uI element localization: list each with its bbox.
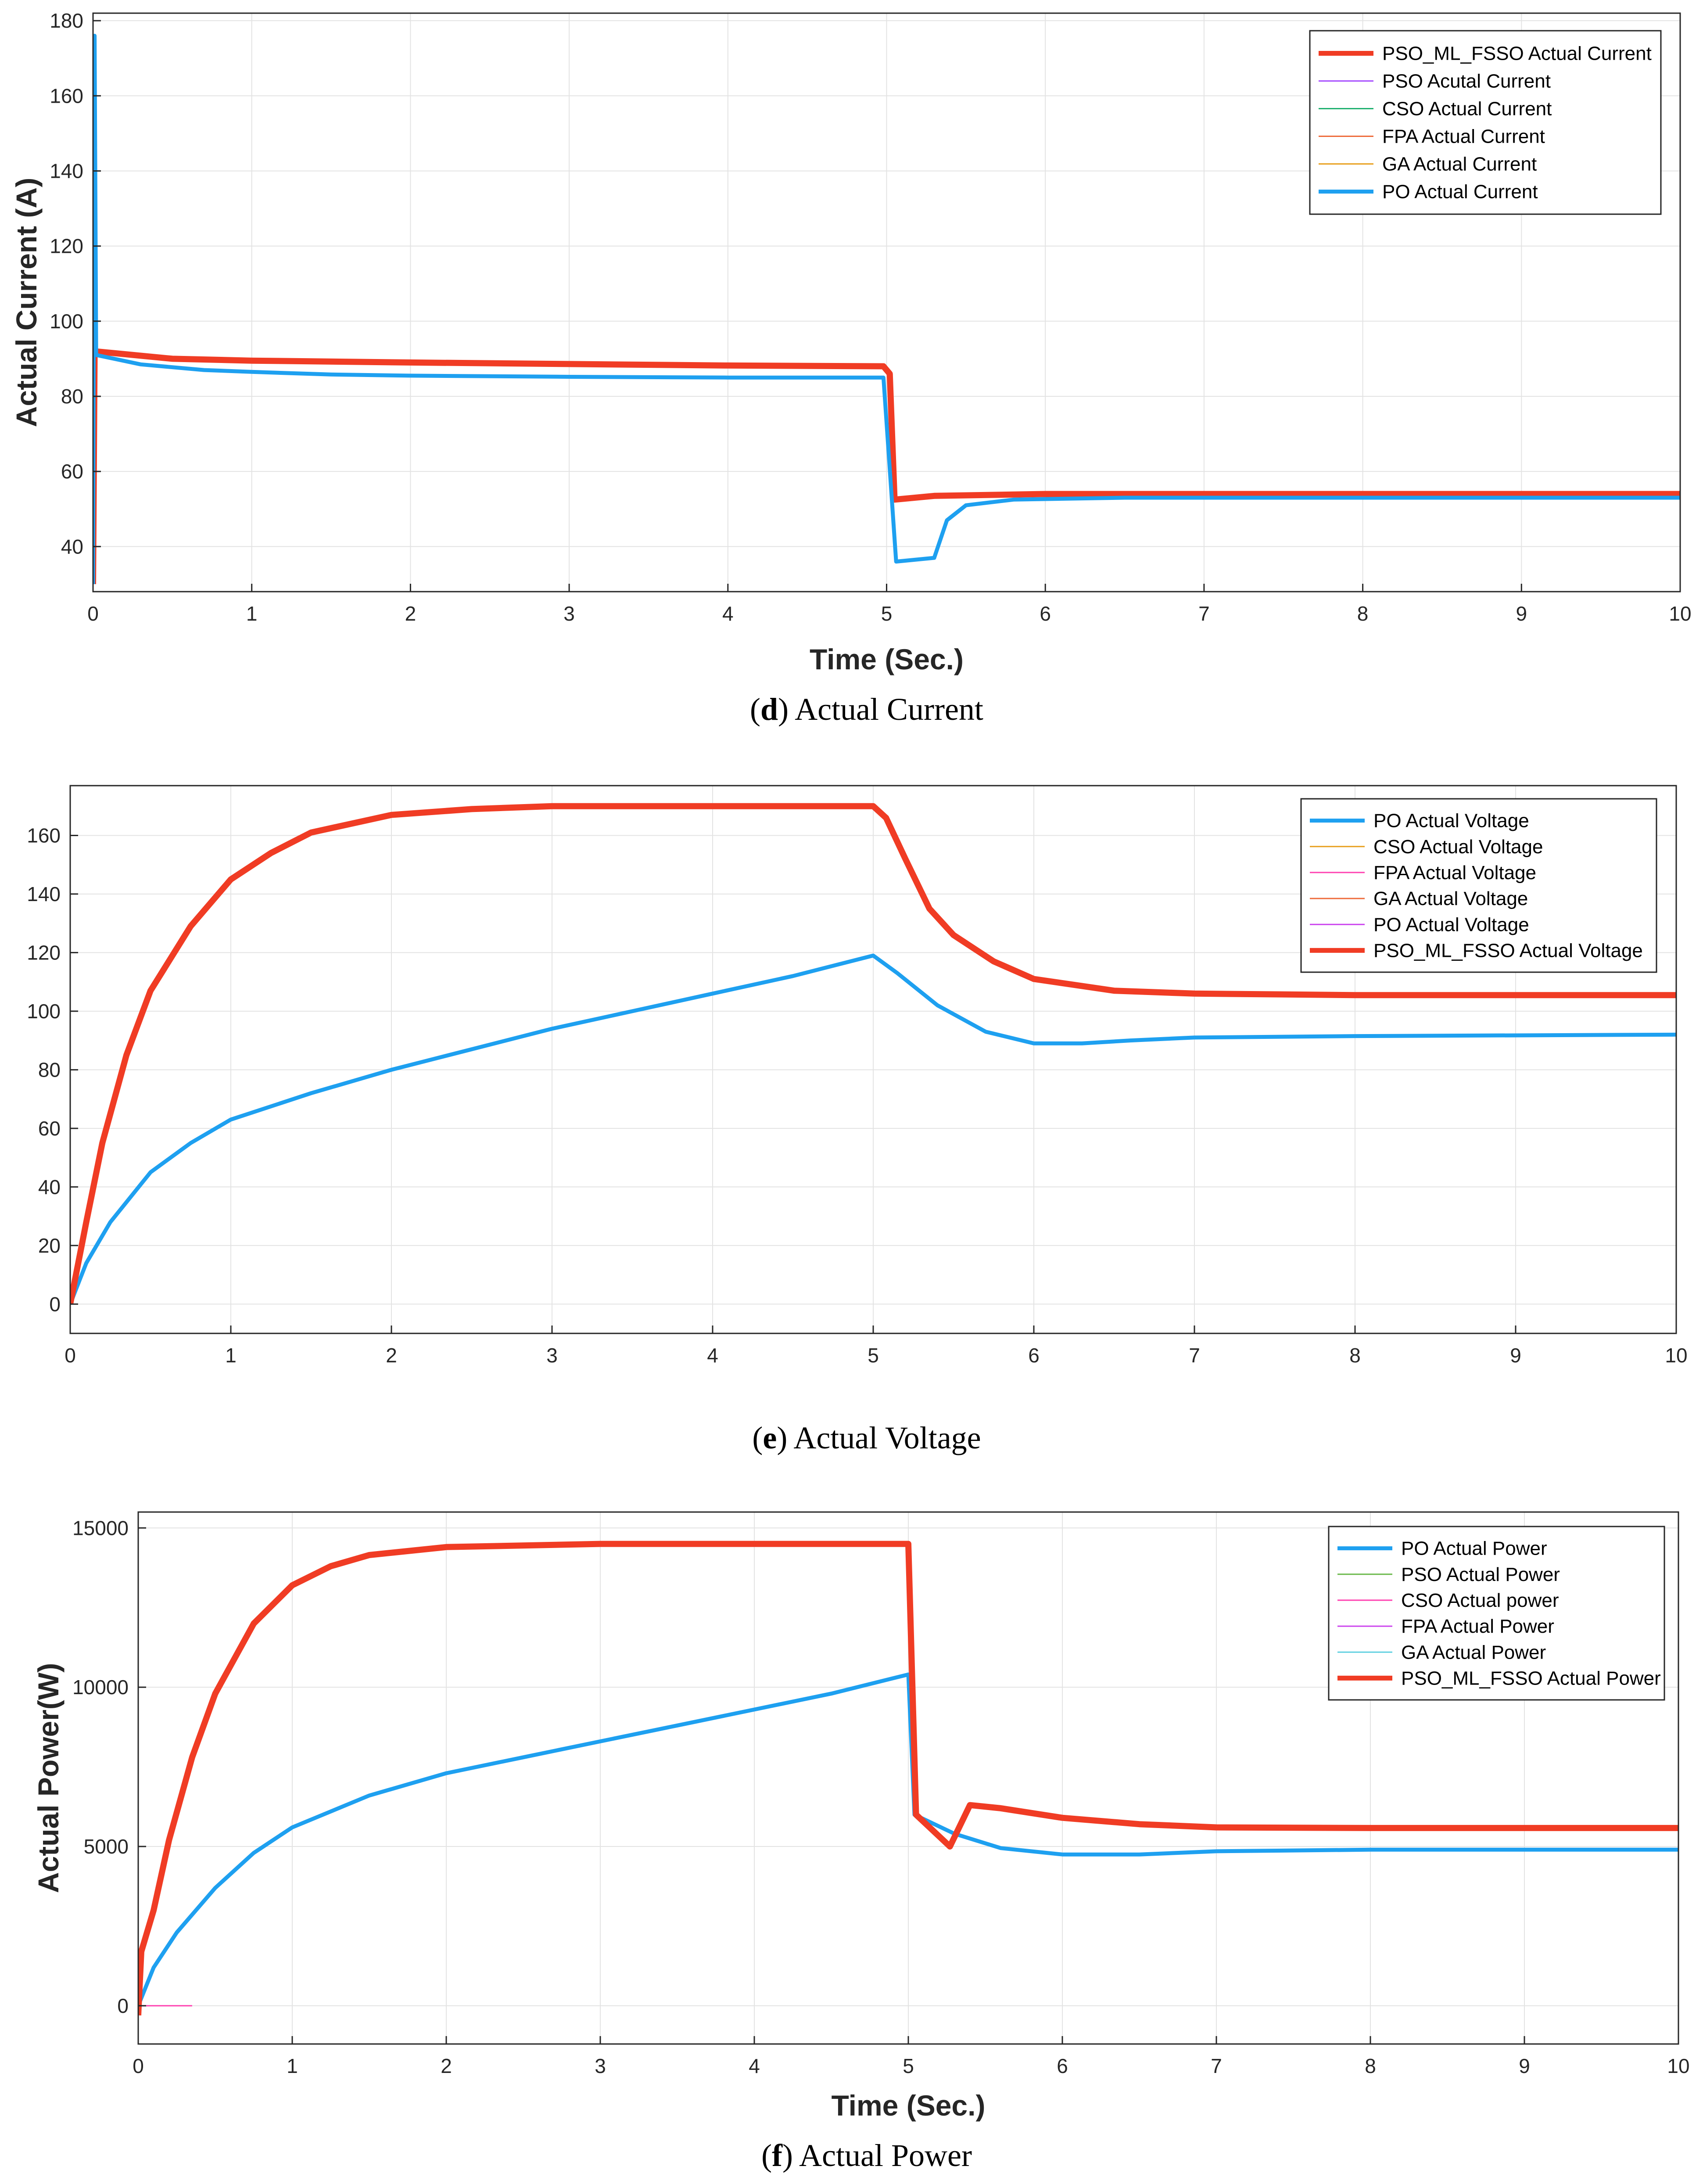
chart-panel-d: 0 1 2 3 4 5 6 7 8 9 10 40 60 80 100 120 140 160 180 Time (S… — [10, 9, 1692, 727]
x-tick-label: 3 — [563, 602, 575, 625]
x-tick-label: 3 — [595, 2055, 606, 2077]
legend-entry: PO Actual Power — [1401, 1538, 1547, 1559]
x-tick-label: 5 — [881, 602, 893, 625]
x-tick-label: 8 — [1365, 2055, 1376, 2077]
legend-entry: FPA Actual Voltage — [1373, 862, 1536, 884]
panel-caption: (e) Actual Voltage — [752, 1420, 981, 1455]
x-axis-label: Time (Sec.) — [810, 643, 964, 675]
x-tick-label: 2 — [405, 602, 416, 625]
y-tick-label: 15000 — [72, 1516, 129, 1539]
series-line-po-actual-current — [93, 33, 1680, 584]
x-tick-label: 6 — [1028, 1344, 1040, 1367]
y-tick-label: 60 — [61, 460, 83, 483]
y-tick-label: 120 — [27, 941, 61, 964]
panel-caption: (f) Actual Power — [761, 2138, 972, 2173]
x-tick-label: 4 — [722, 602, 734, 625]
x-tick-label: 2 — [386, 1344, 397, 1367]
x-tick-label: 2 — [441, 2055, 452, 2077]
legend-entry: GA Actual Current — [1382, 154, 1537, 175]
series-line-pso-ml-fsso-actual-current — [93, 348, 1680, 584]
y-tick-label: 60 — [38, 1117, 61, 1140]
series-lines — [93, 33, 1680, 584]
legend-entry: PSO_ML_FSSO Actual Current — [1382, 43, 1652, 65]
x-tick-label: 10 — [1665, 1344, 1687, 1367]
legend-entry: PO Actual Voltage — [1373, 914, 1529, 935]
legend-entry: CSO Actual power — [1401, 1590, 1559, 1611]
y-tick-label: 160 — [27, 824, 61, 847]
x-tick-label: 1 — [287, 2055, 298, 2077]
x-tick-label: 0 — [65, 1344, 76, 1367]
x-tick-label: 4 — [707, 1344, 718, 1367]
y-axis-label: Actual Current (A) — [10, 178, 43, 427]
y-tick-label: 100 — [27, 1000, 61, 1023]
x-tick-label: 5 — [868, 1344, 879, 1367]
legend-box — [1328, 1526, 1665, 1701]
x-tick-label: 0 — [87, 602, 99, 625]
legend-entry: GA Actual Power — [1401, 1642, 1546, 1663]
legend-entry: CSO Actual Voltage — [1373, 836, 1543, 858]
y-tick-label: 40 — [38, 1175, 61, 1198]
y-tick-label: 0 — [117, 1994, 129, 2017]
legend: PO Actual Power PSO Actual Power CSO Actua… — [1328, 1526, 1665, 1701]
x-axis-label: Time (Sec.) — [832, 2089, 986, 2122]
series-line-pso-ml-fsso-actual-voltage — [70, 803, 1676, 1305]
x-tick-label: 6 — [1040, 602, 1051, 625]
y-tick-label: 120 — [50, 235, 83, 258]
y-tick-label: 0 — [49, 1293, 61, 1315]
series-line-pso-ml-fsso-actual-power — [138, 1541, 1678, 2016]
y-tick-label: 140 — [50, 159, 83, 182]
legend-entry: CSO Actual Current — [1382, 98, 1552, 120]
x-tick-label: 7 — [1198, 602, 1210, 625]
chart-panel-f: 0 1 2 3 4 5 6 7 8 9 10 0 5000 10000 15000 Time (Sec.) Ac… — [32, 1511, 1690, 2173]
y-tick-label: 140 — [27, 883, 61, 905]
x-tick-label: 6 — [1057, 2055, 1068, 2077]
y-tick-label: 5000 — [84, 1835, 129, 1858]
legend: PO Actual Voltage CSO Actual Voltage FPA A… — [1300, 798, 1657, 973]
y-tick-label: 20 — [38, 1234, 61, 1257]
panel-caption: (d) Actual Current — [750, 692, 983, 727]
y-tick-label: 100 — [50, 310, 83, 333]
legend-box — [1300, 798, 1657, 973]
series-line-po-actual-power — [138, 1672, 1678, 2007]
legend-box — [1309, 30, 1662, 215]
legend: PSO_ML_FSSO Actual Current PSO Acutal Cur… — [1309, 30, 1662, 215]
y-tick-label: 160 — [50, 84, 83, 107]
x-tick-label: 9 — [1510, 1344, 1521, 1367]
x-tick-label: 8 — [1349, 1344, 1361, 1367]
x-tick-label: 0 — [133, 2055, 144, 2077]
legend-entry: PSO Actual Power — [1401, 1564, 1560, 1585]
y-axis-label: Actual Power(W) — [32, 1663, 65, 1893]
x-tick-label: 3 — [546, 1344, 558, 1367]
legend-entry: PSO Acutal Current — [1382, 71, 1551, 92]
x-tick-label: 9 — [1516, 602, 1527, 625]
x-tick-label: 1 — [246, 602, 258, 625]
y-tick-label: 80 — [38, 1058, 61, 1081]
legend-entry: PO Actual Current — [1382, 181, 1538, 203]
legend-entry: FPA Actual Power — [1401, 1616, 1554, 1637]
legend-entry: PSO_ML_FSSO Actual Power — [1401, 1667, 1661, 1689]
series-lines — [70, 803, 1676, 1305]
x-tick-label: 7 — [1211, 2055, 1222, 2077]
legend-entry: FPA Actual Current — [1382, 126, 1545, 147]
x-tick-label: 10 — [1667, 2055, 1689, 2077]
series-line-po-actual-voltage — [70, 953, 1676, 1305]
y-tick-label: 80 — [61, 385, 83, 408]
x-tick-label: 1 — [225, 1344, 237, 1367]
x-tick-label: 4 — [749, 2055, 760, 2077]
legend-entry: PSO_ML_FSSO Actual Voltage — [1373, 940, 1643, 961]
legend-entry: PO Actual Voltage — [1373, 810, 1529, 832]
legend-entry: GA Actual Voltage — [1373, 888, 1528, 909]
y-tick-label: 40 — [61, 535, 83, 558]
y-tick-label: 10000 — [72, 1676, 129, 1699]
x-tick-label: 7 — [1189, 1344, 1200, 1367]
series-lines — [138, 1541, 1678, 2016]
x-tick-label: 5 — [903, 2055, 914, 2077]
x-tick-label: 8 — [1357, 602, 1369, 625]
y-tick-label: 180 — [50, 9, 83, 32]
x-tick-label: 9 — [1519, 2055, 1530, 2077]
x-tick-label: 10 — [1669, 602, 1691, 625]
